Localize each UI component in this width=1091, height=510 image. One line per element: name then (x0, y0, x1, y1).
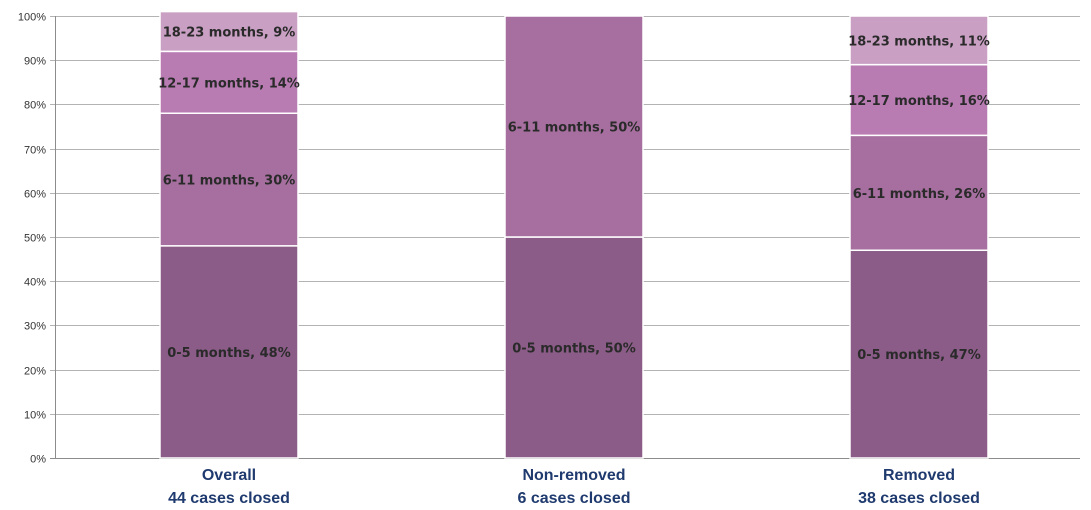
category-sublabel: 44 cases closed (168, 490, 290, 507)
segment-data-label: 6-11 months, 30% (163, 174, 296, 189)
bar-segment (849, 15, 989, 66)
y-tick-label: 80% (24, 100, 46, 112)
bar-segment (849, 249, 989, 459)
bar-segment (849, 134, 989, 252)
segment-data-label: 0-5 months, 47% (857, 348, 981, 363)
segment-data-label: 18-23 months, 11% (848, 34, 990, 49)
segment-data-label: 0-5 months, 48% (167, 346, 291, 361)
category-sublabel: 6 cases closed (518, 490, 631, 507)
segment-data-label: 12-17 months, 14% (158, 76, 300, 91)
bar-segment (159, 112, 299, 247)
y-tick-label: 60% (24, 189, 46, 201)
y-tick-label: 100% (18, 12, 46, 24)
segment-data-label: 12-17 months, 16% (848, 94, 990, 109)
category-label: Non-removed (522, 467, 625, 484)
y-tick-label: 50% (24, 233, 46, 245)
bar-segment (504, 236, 644, 459)
segment-labels: 0-5 months, 48% 6-11 months, 30% 12-17 mon… (158, 25, 990, 363)
y-tick-label: 70% (24, 145, 46, 157)
segment-data-label: 6-11 months, 26% (853, 187, 986, 202)
y-tick-label: 30% (24, 321, 46, 333)
y-tick-label: 40% (24, 277, 46, 289)
category-sublabel: 38 cases closed (858, 490, 980, 507)
y-tick-label: 10% (24, 410, 46, 422)
bar-segment (504, 15, 644, 238)
y-tick-label: 0% (30, 454, 46, 466)
segment-data-label: 18-23 months, 9% (163, 25, 296, 40)
bar-segment (159, 245, 299, 459)
category-label: Overall (202, 467, 256, 484)
y-tick-label: 90% (24, 56, 46, 68)
y-tick-label: 20% (24, 366, 46, 378)
bar-segment (159, 10, 299, 53)
category-label: Removed (883, 467, 955, 484)
y-axis-ticks: 0% 10% 20% 30% 40% 50% 60% 70% 80% 90% 100% (18, 12, 46, 466)
x-axis-labels: Overall 44 cases closed Non-removed 6 cases… (168, 467, 980, 507)
segment-data-label: 6-11 months, 50% (508, 121, 641, 136)
segment-data-label: 0-5 months, 50% (512, 342, 636, 357)
bars (159, 10, 989, 459)
